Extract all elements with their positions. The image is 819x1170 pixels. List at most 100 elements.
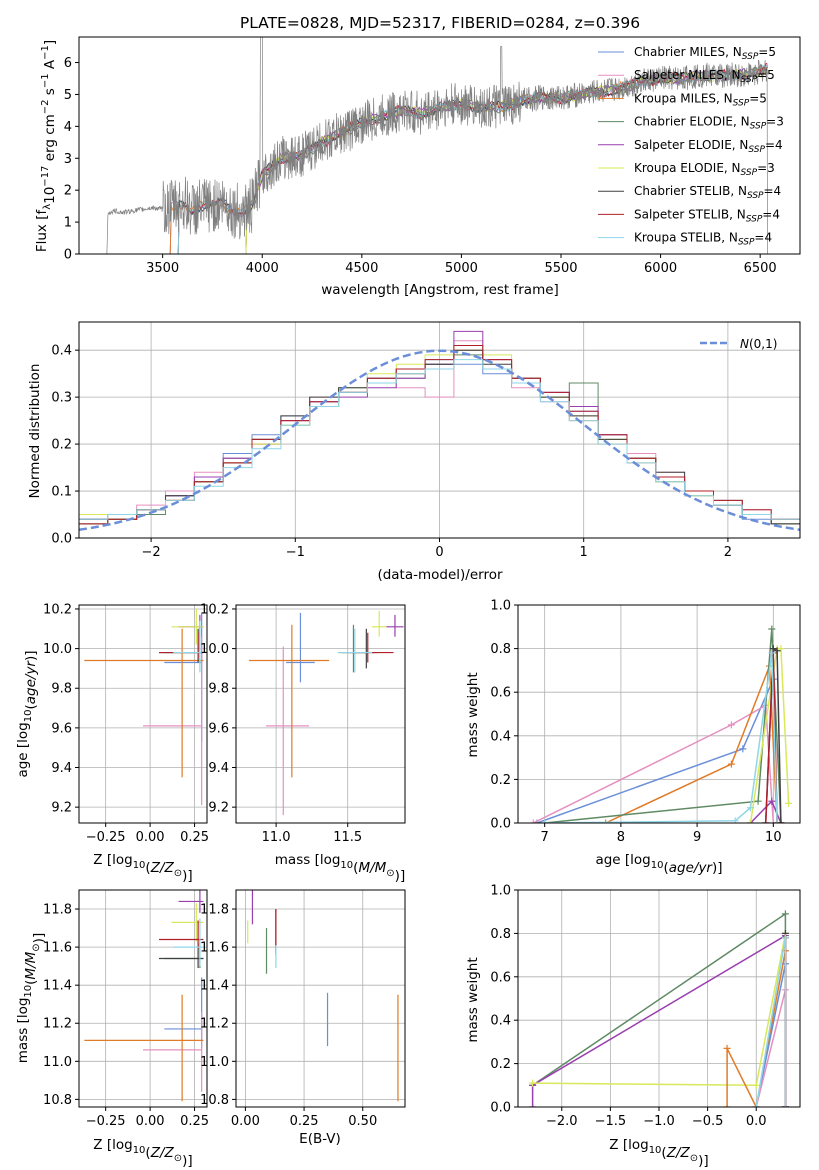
weight-marker [781,910,789,918]
legend-entry: Kroupa STELIB, NSSP=4 [634,231,772,248]
age-z-ylabel: age [log10(age/yr)] [15,650,39,777]
age-mass-ytick-label: 9.4 [208,761,229,776]
residual-xtick-label: 0 [435,545,443,560]
weight-z-ytick-label: 1.0 [490,884,511,899]
mass-ebv-ytick-label: 11.4 [200,979,229,994]
spectrum-xtick-label: 6000 [644,261,677,276]
weight-marker [727,721,735,729]
age-z-ytick-label: 9.6 [51,721,72,736]
weight-z-ytick-label: 0.6 [490,970,511,985]
mass-vs-ebv-panel: 0.00 0.25 0.50 10.8 11.0 11.2 11.4 11.6 11.8 [200,889,406,1129]
legend-entry: N(0,1) [740,337,777,351]
histogram-step [79,345,800,525]
residual-plot-area [79,330,800,532]
age-z-plot-area [84,608,204,806]
weight-z-ytick-label: 0.4 [490,1014,511,1029]
mass-vs-metallicity-panel: −0.25 0.00 0.25 10.8 11.0 11.2 11.4 11.6 11.8 [43,889,209,1129]
spectrum-xtick-label: 4000 [246,261,279,276]
weight-age-ytick-label: 0.6 [490,686,511,701]
mass-ebv-ytick-label: 11.8 [200,903,229,918]
weight-z-xlabel: Z [log10(Z/Z⊙)] [609,1137,708,1169]
age-mass-ytick-label: 10.0 [200,642,229,657]
weight-z-xtick-label: −2.0 [546,1114,578,1129]
spectrum-ytick-label: 6 [64,56,72,71]
spectrum-xtick-label: 3500 [146,261,179,276]
weight-marker [731,817,739,823]
mass-weight-age-ylabel: mass weight [465,672,481,757]
data-line [106,37,768,254]
spectrum-xtick-label: 5000 [445,261,478,276]
weight-age-ytick-label: 1.0 [490,599,511,614]
mass-ebv-xtick-label: 0.25 [290,1114,319,1129]
age-z-ytick-label: 10.2 [43,602,72,617]
mass-ebv-plot-area [247,890,399,1102]
weight-z-xtick-label: −1.5 [595,1114,627,1129]
weight-age-ytick-label: 0.8 [490,642,511,657]
weight-age-frame [517,604,801,824]
weight-marker [754,797,762,805]
weight-marker [602,819,610,823]
legend-entry: Chabrier STELIB, NSSP=4 [634,184,781,201]
residual-legend: N(0,1) [700,337,777,351]
spectrum-ytick-label: 2 [64,184,72,199]
mass-z-xtick-label: 0.00 [136,1114,165,1129]
mass-z-ytick-label: 10.8 [43,1093,72,1108]
residual-xlabel: (data-model)/error [377,567,503,583]
weight-z-xtick-label: −1.0 [643,1114,675,1129]
age-z-ytick-label: 9.4 [51,761,72,776]
residual-xtick-label: −2 [142,545,161,560]
ebv-xlabel: E(B-V) [299,1131,341,1147]
spectrum-xtick-label: 6500 [744,261,777,276]
legend-entry: Salpeter STELIB, NSSP=4 [634,207,780,224]
mass-z-plot-area [84,890,204,1102]
age-mass-ytick-label: 9.2 [208,801,229,816]
weight-age-xtick-label: 9 [693,830,701,845]
weight-marker [746,804,754,812]
weight-z-ytick-label: 0.0 [490,1101,511,1116]
residual-ytick-label: 0.0 [51,532,72,547]
age-mass-frame [235,604,406,824]
mass-z-ytick-label: 11.2 [43,1017,72,1032]
legend-entry: Kroupa ELODIE, NSSP=3 [634,161,775,178]
weight-marker [529,1079,537,1087]
weight-age-xlabel: age [log10(age/yr)] [595,852,722,876]
spectrum-plot-area [106,37,769,254]
spectrum-xtick-label: 4500 [345,261,378,276]
age-mass-ytick-label: 9.6 [208,721,229,736]
age-mass-ytick-label: 10.2 [200,602,229,617]
mass-ebv-ytick-label: 11.2 [200,1017,229,1032]
mass-z-xtick-label: 0.25 [180,1114,209,1129]
age-z-xtick-label: 0.25 [180,830,209,845]
residual-ytick-label: 0.3 [51,391,72,406]
weight-z-ytick-label: 0.2 [490,1057,511,1072]
residual-xtick-label: 1 [580,545,588,560]
age-mass-xlabel: mass [log10(M/M⊙)] [275,852,405,884]
weight-marker [723,1103,731,1107]
weight-marker [739,745,747,753]
mass-z-xlabel: Z [log10(Z/Z⊙)] [93,1137,192,1169]
weight-age-xtick-label: 10 [765,830,782,845]
weight-z-xtick-label: −0.5 [692,1114,724,1129]
legend-entry: Chabrier MILES, NSSP=5 [634,45,776,62]
spectrum-ytick-label: 1 [64,216,72,231]
spectrum-panel: 3500 4000 4500 5000 5500 6000 6500 0 1 2 3 4 5 6 Chabr… [64,36,801,276]
weight-marker [752,1103,760,1107]
weight-age-xtick-label: 8 [617,830,625,845]
age-z-xlabel: Z [log10(Z/Z⊙)] [93,852,192,884]
mass-z-ylabel: mass [log10(M/M⊙)] [15,933,47,1063]
weight-marker [785,799,793,807]
mass-weight-z-ylabel: mass weight [465,957,481,1042]
weight-marker [769,819,777,823]
residual-ytick-label: 0.2 [51,438,72,453]
weight-marker [746,819,754,823]
mass-ebv-xtick-label: 0.50 [348,1114,377,1129]
weight-age-plot-area [529,625,793,823]
weight-age-ytick-label: 0.4 [490,729,511,744]
weight-marker [541,819,549,823]
residual-ytick-label: 0.4 [51,344,72,359]
age-mass-xtick-label: 11.5 [333,830,362,845]
spectrum-frame [78,36,801,255]
residual-ylabel: Normed distribution [27,364,43,499]
weight-marker [762,819,770,823]
